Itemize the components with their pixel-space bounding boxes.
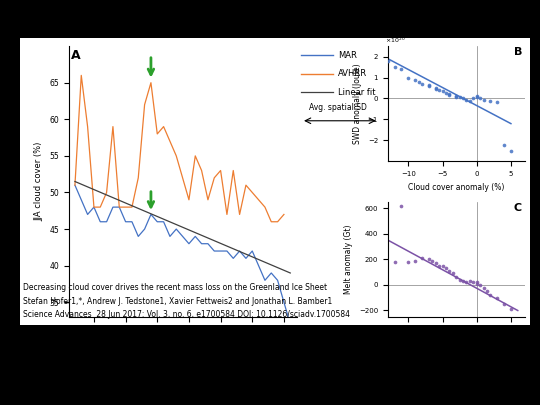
Point xyxy=(472,280,481,287)
Point xyxy=(500,301,508,307)
Point xyxy=(438,262,447,269)
Y-axis label: Melt anomaly (Gt): Melt anomaly (Gt) xyxy=(345,224,353,294)
Point xyxy=(507,147,515,154)
Y-axis label: JJA cloud cover (%): JJA cloud cover (%) xyxy=(35,142,44,221)
Text: B: B xyxy=(514,47,522,57)
Point xyxy=(431,260,440,266)
Point xyxy=(414,79,423,85)
Point xyxy=(445,92,454,98)
X-axis label: Cloud cover anomaly (%): Cloud cover anomaly (%) xyxy=(408,183,504,192)
Text: Science Advances  28 Jun 2017: Vol. 3, no. 6, e1700584 DOI: 10.1126/sciadv.17005: Science Advances 28 Jun 2017: Vol. 3, no… xyxy=(23,310,350,319)
Point xyxy=(493,294,502,301)
Point xyxy=(455,94,464,101)
Point xyxy=(442,90,450,96)
Point xyxy=(455,277,464,283)
Point xyxy=(428,258,436,264)
Y-axis label: SWD anomaly (Joule): SWD anomaly (Joule) xyxy=(353,64,362,144)
Point xyxy=(452,94,461,101)
Text: Decreasing cloud cover drives the recent mass loss on the Greenland Ice Sheet: Decreasing cloud cover drives the recent… xyxy=(23,283,327,292)
Point xyxy=(476,281,484,288)
Point xyxy=(438,88,447,94)
Point xyxy=(452,93,461,100)
Point xyxy=(390,64,399,70)
Point xyxy=(469,279,477,285)
Point xyxy=(483,288,491,294)
Point xyxy=(476,95,484,102)
Point xyxy=(486,292,495,298)
Point xyxy=(507,306,515,313)
Point xyxy=(458,95,467,102)
Point xyxy=(411,257,420,264)
Point xyxy=(404,259,413,266)
Point xyxy=(397,202,406,209)
Point xyxy=(397,66,406,72)
Point xyxy=(435,87,443,93)
Point xyxy=(493,98,502,105)
Point xyxy=(486,97,495,104)
Point xyxy=(442,265,450,271)
Point xyxy=(390,259,399,266)
Point xyxy=(417,81,426,87)
Point xyxy=(448,270,457,277)
Text: $\times10^{20}$: $\times10^{20}$ xyxy=(385,36,406,45)
Text: AVHRR: AVHRR xyxy=(338,69,367,78)
Point xyxy=(472,94,481,101)
Point xyxy=(431,85,440,91)
Point xyxy=(383,58,392,64)
Point xyxy=(462,279,471,285)
Point xyxy=(458,278,467,284)
Text: Stefan Hofer1,*, Andrew J. Tedstone1, Xavier Fettweis2 and Jonathan L. Bamber1: Stefan Hofer1,*, Andrew J. Tedstone1, Xa… xyxy=(23,296,332,305)
Text: C: C xyxy=(514,203,522,213)
Text: A: A xyxy=(71,49,80,62)
Point xyxy=(465,97,474,104)
Text: Avg. spatial SD: Avg. spatial SD xyxy=(309,102,367,111)
Point xyxy=(465,278,474,284)
X-axis label: Cloud cover anomaly (%): Cloud cover anomaly (%) xyxy=(408,338,504,347)
Point xyxy=(435,262,443,269)
Point xyxy=(472,93,481,100)
Point xyxy=(424,83,433,89)
Text: MAR: MAR xyxy=(338,51,356,60)
Point xyxy=(445,91,454,98)
Point xyxy=(469,95,477,102)
Point xyxy=(424,82,433,88)
Point xyxy=(411,77,420,83)
Point xyxy=(452,274,461,280)
Point xyxy=(472,279,481,285)
Point xyxy=(479,96,488,103)
Point xyxy=(424,256,433,262)
Point xyxy=(462,96,471,103)
Point xyxy=(445,268,454,274)
Point xyxy=(404,74,413,81)
Text: Linear fit: Linear fit xyxy=(338,88,375,97)
Point xyxy=(479,285,488,291)
Point xyxy=(500,141,508,148)
Point xyxy=(431,86,440,92)
Point xyxy=(417,255,426,261)
